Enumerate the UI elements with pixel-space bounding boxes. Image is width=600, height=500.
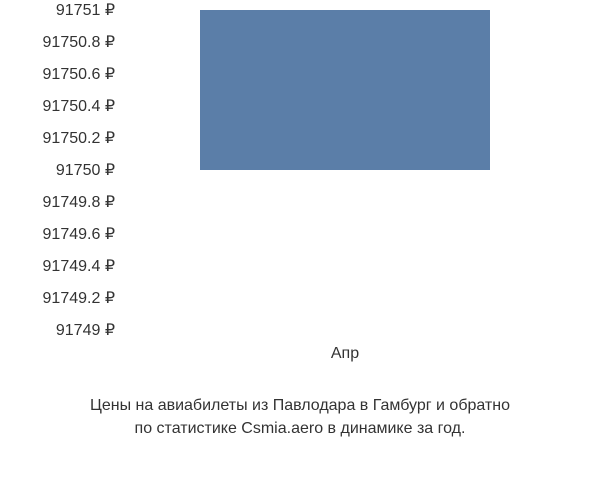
- y-tick-label: 91750.2 ₽: [43, 128, 115, 148]
- y-tick-label: 91750.4 ₽: [43, 96, 115, 116]
- bar: [200, 10, 490, 170]
- caption-line-1: Цены на авиабилеты из Павлодара в Гамбур…: [90, 397, 510, 414]
- y-tick-label: 91749.4 ₽: [43, 256, 115, 276]
- plot-area: [120, 10, 570, 330]
- y-tick-label: 91749.6 ₽: [43, 224, 115, 244]
- caption-line-2: по статистике Csmia.aero в динамике за г…: [135, 420, 466, 437]
- y-tick-label: 91749 ₽: [56, 320, 115, 340]
- chart-caption: Цены на авиабилеты из Павлодара в Гамбур…: [0, 395, 600, 440]
- y-tick-label: 91750.8 ₽: [43, 32, 115, 52]
- x-tick-label: Апр: [331, 345, 359, 363]
- chart-container: 91751 ₽ 91750.8 ₽ 91750.6 ₽ 91750.4 ₽ 91750.…: [0, 0, 600, 500]
- y-tick-label: 91749.8 ₽: [43, 192, 115, 212]
- y-tick-label: 91751 ₽: [56, 0, 115, 20]
- y-tick-label: 91750.6 ₽: [43, 64, 115, 84]
- y-tick-label: 91750 ₽: [56, 160, 115, 180]
- y-tick-label: 91749.2 ₽: [43, 288, 115, 308]
